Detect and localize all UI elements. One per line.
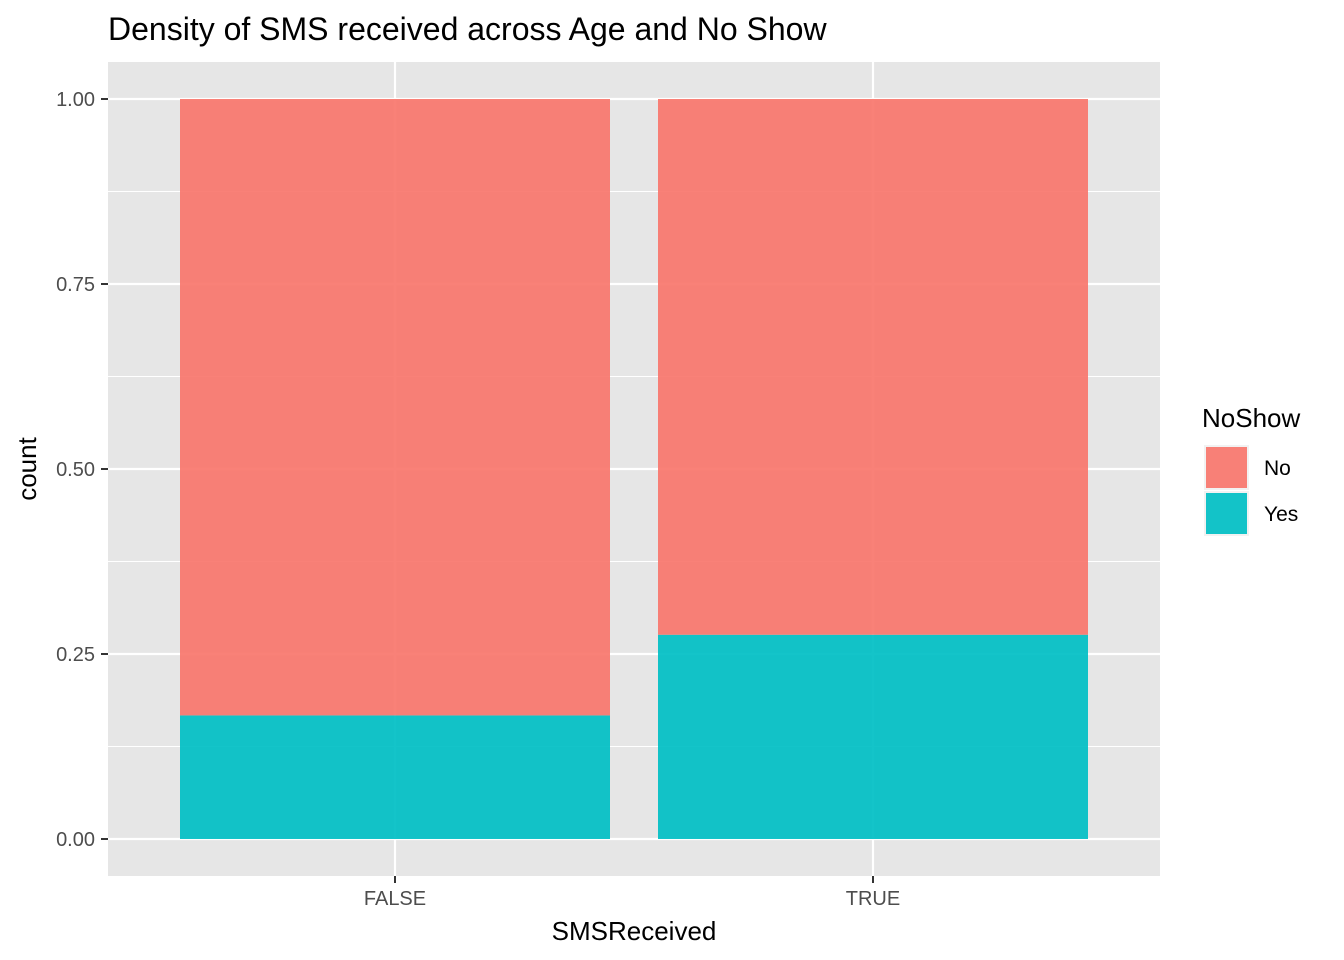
y-tick-label: 0.25 <box>56 644 95 666</box>
y-tick-label: 0.50 <box>56 459 95 481</box>
y-tick-label: 0.00 <box>56 829 95 851</box>
x-tick-label: TRUE <box>846 888 900 910</box>
x-tick-label: FALSE <box>364 888 426 910</box>
legend-label-no: No <box>1264 457 1291 480</box>
bar-yes-false <box>180 715 610 839</box>
legend-key-no <box>1206 447 1247 488</box>
x-axis-title: SMSReceived <box>552 916 717 946</box>
y-axis-title: count <box>12 436 42 500</box>
bar-no-false <box>180 99 610 716</box>
bar-yes-true <box>658 634 1088 839</box>
legend-label-yes: Yes <box>1264 503 1298 526</box>
legend-title: NoShow <box>1202 403 1300 433</box>
legend-key-yes <box>1206 493 1247 534</box>
y-axis: 0.00 0.25 0.50 0.75 1.00 <box>56 89 108 851</box>
y-tick-label: 0.75 <box>56 274 95 296</box>
bars <box>180 99 1088 839</box>
chart-title: Density of SMS received across Age and N… <box>108 11 827 47</box>
legend: NoShow No Yes <box>1202 403 1300 536</box>
y-tick-label: 1.00 <box>56 89 95 111</box>
x-axis: FALSE TRUE <box>364 876 900 910</box>
bar-no-true <box>658 99 1088 635</box>
